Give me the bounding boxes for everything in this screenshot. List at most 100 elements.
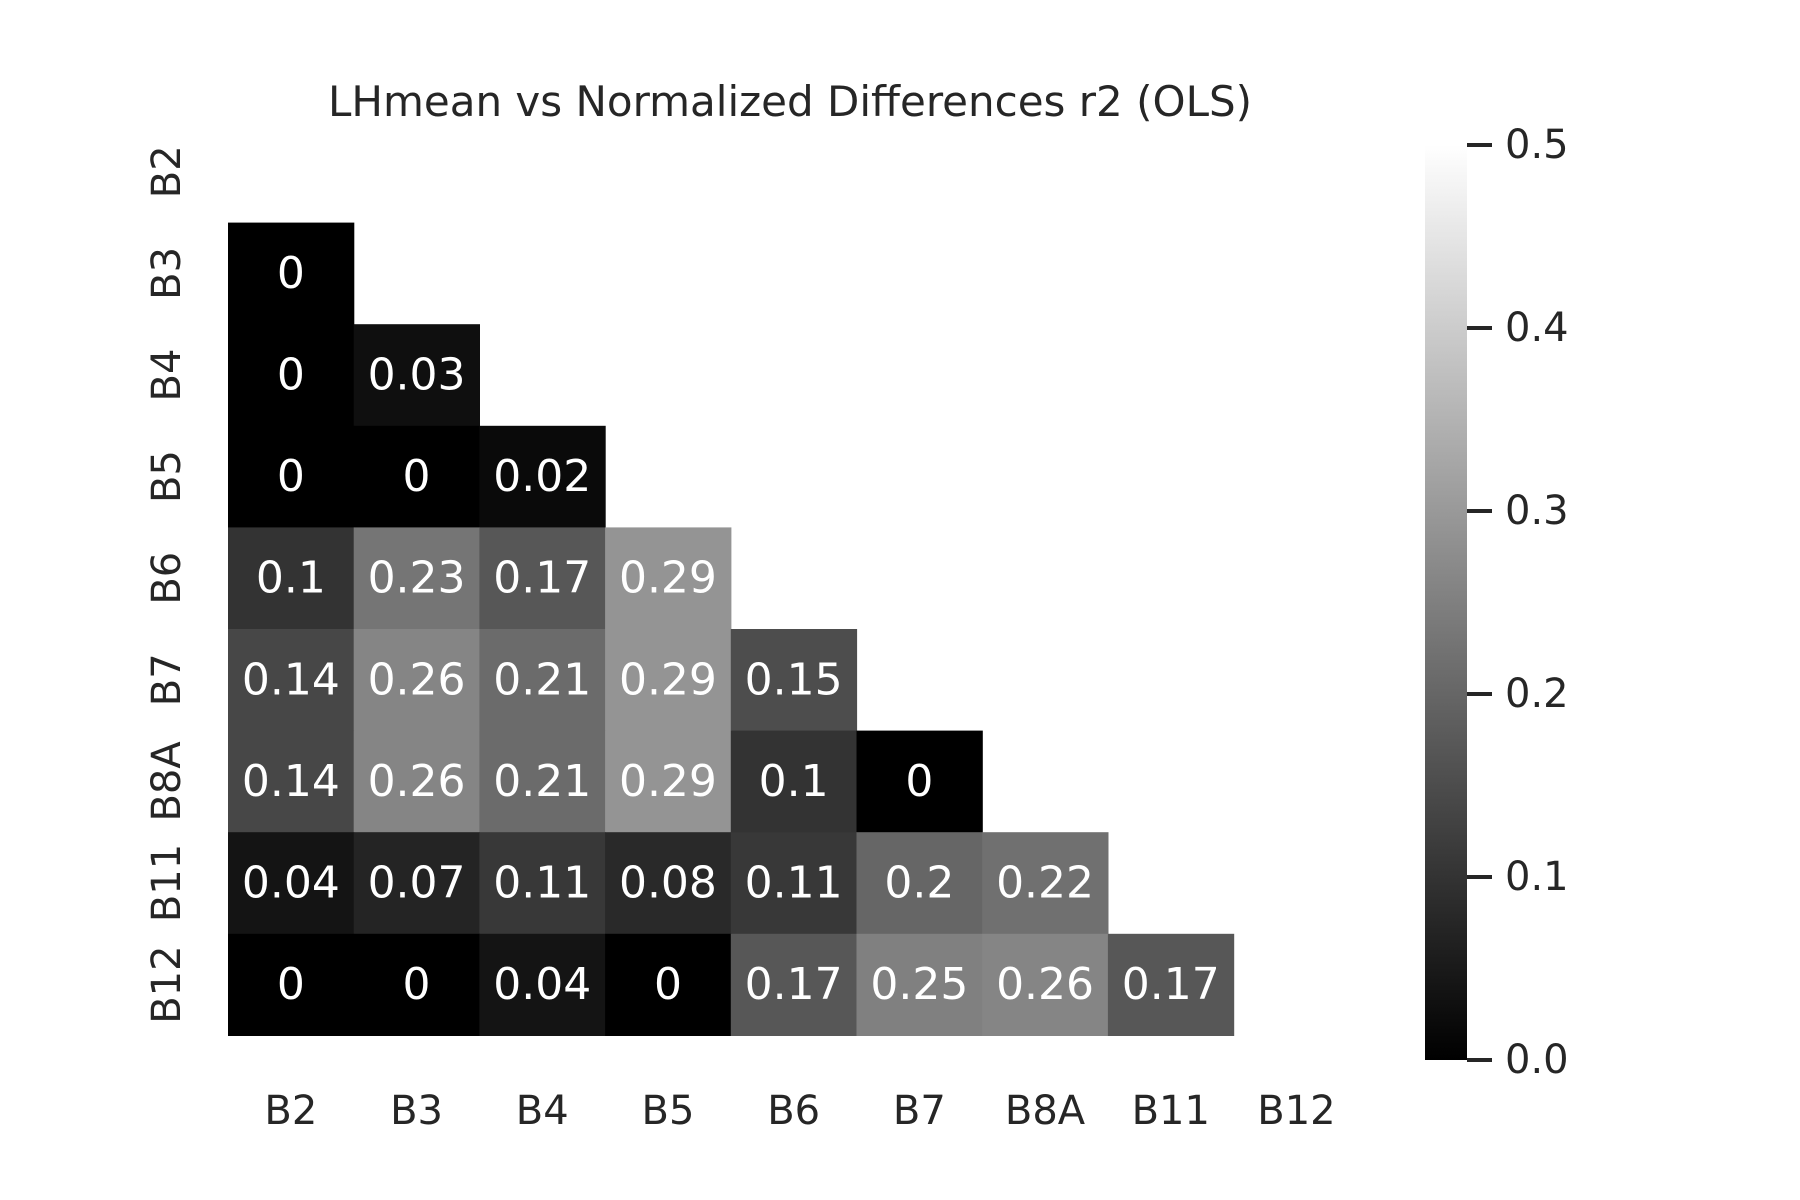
cell-value-label: 0.17 <box>1122 959 1220 1010</box>
heatmap-cell <box>730 832 858 935</box>
heatmap-cell <box>479 730 606 833</box>
heatmap-cell <box>228 222 355 325</box>
heatmap-cell <box>353 832 480 935</box>
heatmap-cell-labels: 0 0 0.03 0 0 0.02 0.1 0.23 0.17 0.29 0.14 0.26 0.21 0… <box>242 248 1220 1010</box>
heatmap-cell <box>353 629 480 732</box>
cell-value-label: 0 <box>654 959 682 1010</box>
heatmap-cell <box>228 933 355 1036</box>
cell-value-label: 0.1 <box>256 553 326 604</box>
cell-value-label: 0.21 <box>493 756 591 807</box>
heatmap-cell <box>353 527 480 630</box>
colorbar-tick-label: 0.1 <box>1505 854 1569 900</box>
heatmap-cell <box>605 629 732 732</box>
heatmap-cells <box>228 222 1235 1036</box>
y-tick-label: B12 <box>144 945 190 1023</box>
y-tick-label: B2 <box>144 145 190 198</box>
chart-title: LHmean vs Normalized Differences r2 (OLS… <box>328 77 1252 126</box>
heatmap-cell <box>856 730 983 833</box>
cell-value-label: 0.07 <box>368 858 466 909</box>
x-tick-label: B3 <box>390 1088 443 1134</box>
colorbar-gradient <box>1425 145 1467 1060</box>
cell-value-label: 0.2 <box>884 858 954 909</box>
heatmap-cell <box>353 933 480 1036</box>
heatmap-cell <box>730 629 858 732</box>
x-tick-label: B7 <box>893 1088 946 1134</box>
y-tick-label: B11 <box>144 844 190 922</box>
x-axis: B2 B3 B4 B5 B6 B7 B8A B11 B12 <box>264 1088 1335 1134</box>
heatmap-cell <box>479 933 606 1036</box>
heatmap-cell <box>228 324 355 427</box>
heatmap-cell <box>479 527 606 630</box>
heatmap-cell <box>605 730 732 833</box>
y-tick-label: B8A <box>144 741 190 822</box>
cell-value-label: 0.04 <box>242 858 340 909</box>
cell-value-label: 0.26 <box>368 756 466 807</box>
heatmap-cell <box>730 933 858 1036</box>
cell-value-label: 0 <box>403 451 431 502</box>
cell-value-label: 0.29 <box>619 553 717 604</box>
cell-value-label: 0.14 <box>242 654 340 705</box>
cell-value-label: 0.03 <box>368 350 466 401</box>
colorbar: 0.0 0.1 0.2 0.3 0.4 0.5 <box>1425 122 1569 1083</box>
cell-value-label: 0.02 <box>493 451 591 502</box>
heatmap-cell <box>353 730 480 833</box>
cell-value-label: 0.11 <box>745 858 843 909</box>
y-tick-label: B4 <box>144 349 190 402</box>
colorbar-tick-label: 0.5 <box>1505 122 1569 168</box>
heatmap-cell <box>982 933 1109 1036</box>
cell-value-label: 0.23 <box>368 553 466 604</box>
heatmap-cell <box>605 832 732 935</box>
cell-value-label: 0 <box>277 959 305 1010</box>
heatmap-cell <box>228 832 355 935</box>
cell-value-label: 0.26 <box>996 959 1094 1010</box>
y-tick-label: B5 <box>144 450 190 503</box>
y-tick-label: B3 <box>144 247 190 300</box>
heatmap-cell <box>228 730 355 833</box>
x-tick-label: B8A <box>1005 1088 1086 1134</box>
x-tick-label: B5 <box>642 1088 695 1134</box>
cell-value-label: 0.29 <box>619 654 717 705</box>
cell-value-label: 0 <box>277 451 305 502</box>
cell-value-label: 0 <box>277 248 305 299</box>
heatmap-cell <box>353 425 480 528</box>
y-axis: B2 B3 B4 B5 B6 B7 B8A B11 B12 <box>144 145 190 1023</box>
cell-value-label: 0.29 <box>619 756 717 807</box>
heatmap-cell <box>479 425 606 528</box>
heatmap-cell <box>856 832 983 935</box>
colorbar-tick-label: 0.2 <box>1505 671 1569 717</box>
cell-value-label: 0 <box>905 756 933 807</box>
heatmap-cell <box>605 933 732 1036</box>
cell-value-label: 0.22 <box>996 858 1094 909</box>
cell-value-label: 0.17 <box>745 959 843 1010</box>
heatmap-cell <box>730 730 858 833</box>
cell-value-label: 0.14 <box>242 756 340 807</box>
x-tick-label: B11 <box>1132 1088 1210 1134</box>
cell-value-label: 0.21 <box>493 654 591 705</box>
cell-value-label: 0.25 <box>870 959 968 1010</box>
colorbar-tick-label: 0.0 <box>1505 1037 1569 1083</box>
y-tick-label: B6 <box>144 552 190 605</box>
heatmap-cell <box>353 324 480 427</box>
x-tick-label: B4 <box>516 1088 569 1134</box>
cell-value-label: 0 <box>277 350 305 401</box>
cell-value-label: 0.04 <box>493 959 591 1010</box>
x-tick-label: B2 <box>264 1088 317 1134</box>
cell-value-label: 0.08 <box>619 858 717 909</box>
cell-value-label: 0 <box>403 959 431 1010</box>
x-tick-label: B12 <box>1257 1088 1335 1134</box>
heatmap-cell <box>228 527 355 630</box>
y-tick-label: B7 <box>144 653 190 706</box>
heatmap-cell <box>1107 933 1235 1036</box>
cell-value-label: 0.15 <box>745 654 843 705</box>
heatmap-cell <box>605 527 732 630</box>
heatmap-cell <box>856 933 983 1036</box>
heatmap-cell <box>479 832 606 935</box>
colorbar-tick-label: 0.4 <box>1505 305 1569 351</box>
cell-value-label: 0.26 <box>368 654 466 705</box>
heatmap-cell <box>479 629 606 732</box>
colorbar-tick-label: 0.3 <box>1505 488 1569 534</box>
cell-value-label: 0.11 <box>493 858 591 909</box>
cell-value-label: 0.17 <box>493 553 591 604</box>
heatmap-cell <box>982 832 1109 935</box>
